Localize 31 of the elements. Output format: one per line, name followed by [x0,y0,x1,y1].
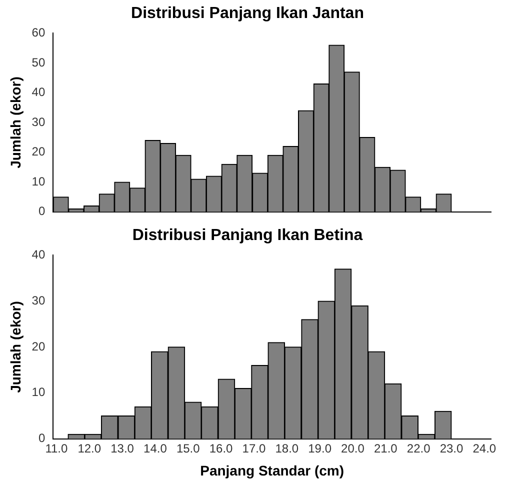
y-tick-label: 40 [32,248,46,262]
x-tick-label: 15.0 [176,441,200,456]
y-tick-label: 0 [38,204,46,218]
x-tick-label: 21.0 [374,441,398,456]
x-tick-label: 12.0 [78,441,102,456]
x-tick-label: 16.0 [209,441,234,456]
x-tick-label: 18.0 [275,441,299,456]
x-tick-label: 20.0 [341,441,365,456]
y-tick-label: 60 [32,26,46,40]
x-tick-label: 14.0 [144,441,168,456]
y-axis-title: Jumlah (ekor) [7,301,24,393]
x-tick-label: 19.0 [308,441,332,456]
y-axis-title: Jumlah (ekor) [7,76,24,168]
y-tick-label: 10 [32,174,46,188]
y-tick-label: 50 [32,55,46,70]
y-tick-label: 40 [32,85,46,100]
y-tick-label: 20 [32,144,46,159]
x-tick-label: 23.0 [440,441,464,456]
y-tick-label: 20 [32,339,46,354]
y-tick-label: 10 [32,385,46,400]
y-tick-label: 30 [32,293,46,308]
x-axis-title: Panjang Standar (cm) [200,462,344,478]
chart-title: Distribusi Panjang Ikan Betina [132,227,363,244]
y-tick-label: 0 [38,431,46,446]
chart-title: Distribusi Panjang Ikan Jantan [131,5,364,22]
x-tick-label: 22.0 [406,441,431,456]
x-tick-label: 24.0 [472,441,496,456]
x-tick-label: 11.0 [45,441,68,456]
x-tick-label: 13.0 [110,441,134,456]
y-tick-label: 30 [32,114,46,129]
x-tick-label: 17.0 [242,441,266,456]
